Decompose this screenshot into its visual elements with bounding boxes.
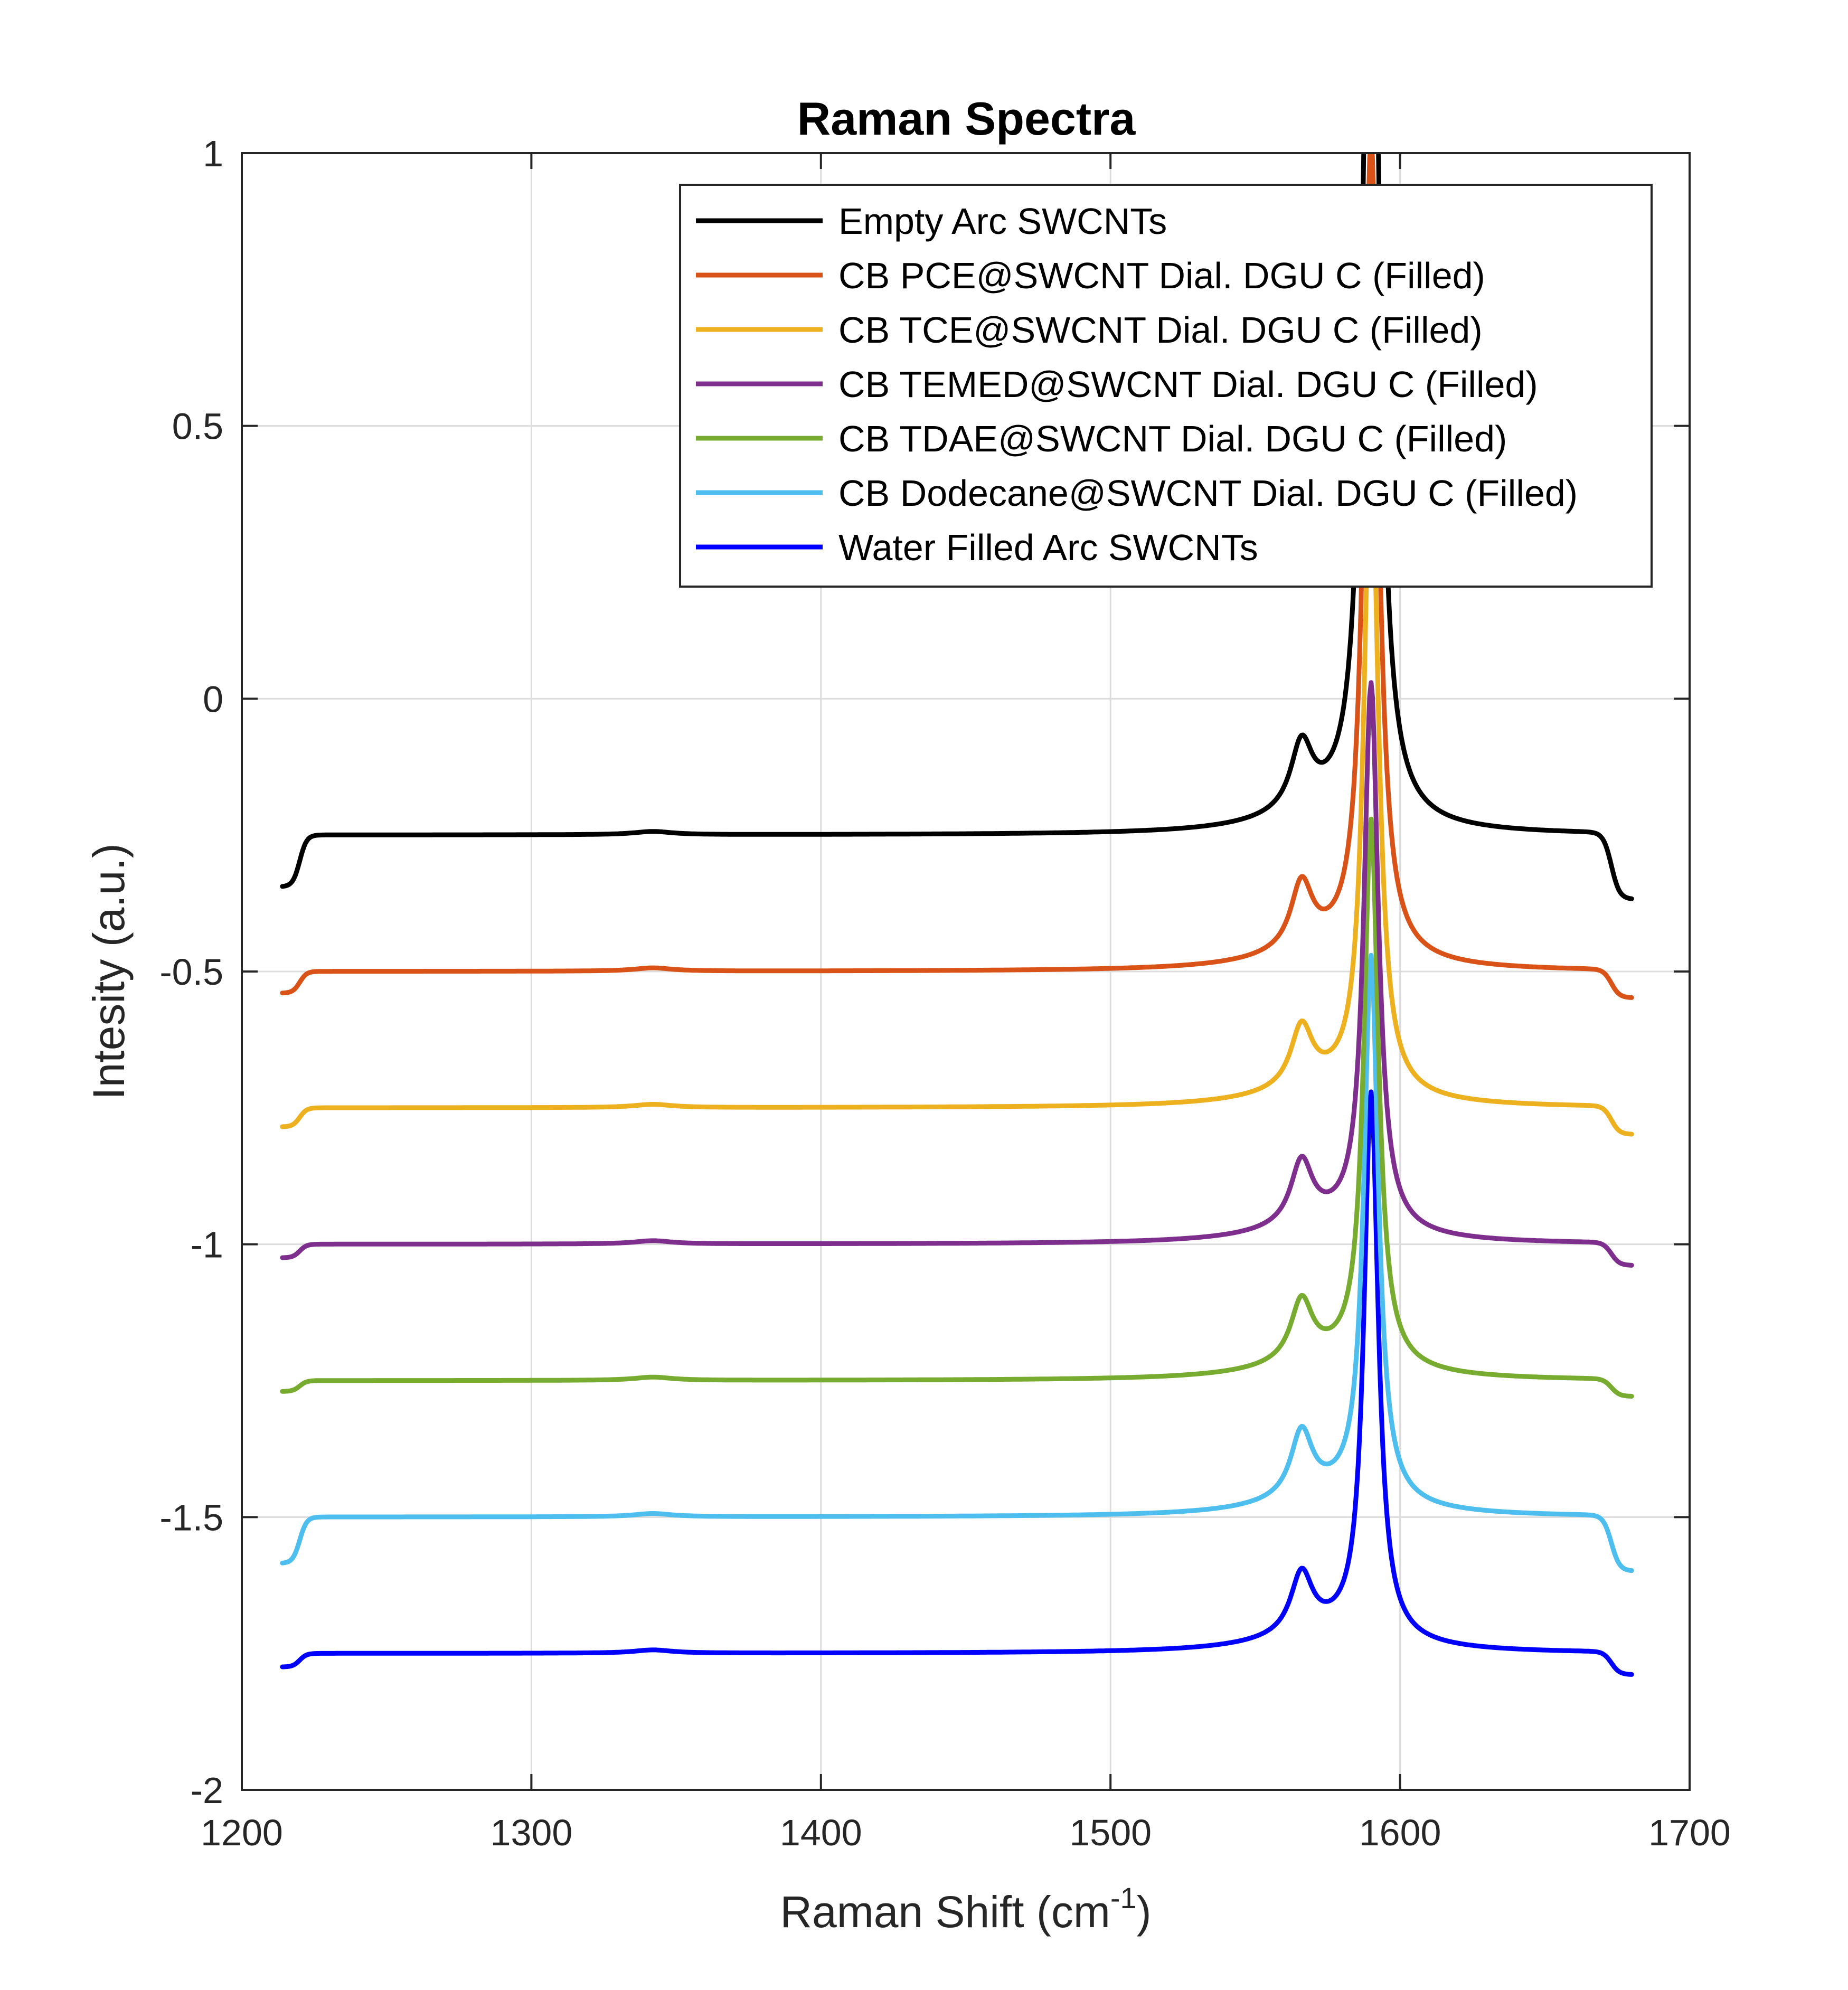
series-line [280, 153, 1634, 1000]
series-line [280, 952, 1634, 1573]
x-axis-label-main: Raman Shift (cm [780, 1887, 1110, 1937]
y-tick-label: 0 [203, 678, 223, 720]
x-tick-label: 1600 [1359, 1812, 1441, 1853]
legend-entry-label: CB Dodecane@SWCNT Dial. DGU C (Filled) [838, 473, 1578, 514]
x-axis-label: Raman Shift (cm-1) [780, 1881, 1151, 1937]
series-line [280, 153, 1634, 901]
x-tick-label: 1400 [780, 1812, 862, 1853]
tick-labels: 1200 1300 1400 1500 1600 1700 1 0.5 0 -0.5 -1 -1.5 -… [159, 133, 1730, 1853]
x-tick-label: 1500 [1069, 1812, 1152, 1853]
legend-entry-label: CB TEMED@SWCNT Dial. DGU C (Filled) [838, 364, 1538, 405]
series-line [280, 1089, 1634, 1677]
y-tick-label: -0.5 [159, 951, 223, 993]
y-tick-label: 1 [203, 133, 223, 174]
y-tick-label: -2 [191, 1770, 223, 1811]
legend-entry-label: CB PCE@SWCNT Dial. DGU C (Filled) [838, 255, 1485, 296]
y-axis-label: Intesity (a.u.) [84, 843, 134, 1100]
y-tick-label: -1 [191, 1224, 223, 1266]
series-group [280, 153, 1634, 1677]
ticks [241, 152, 1691, 1791]
legend-entry-label: Water Filled Arc SWCNTs [838, 527, 1258, 568]
legend-entry-label: Empty Arc SWCNTs [838, 201, 1167, 242]
y-tick-label: -1.5 [159, 1497, 223, 1538]
legend-entry-label: CB TCE@SWCNT Dial. DGU C (Filled) [838, 309, 1483, 351]
chart-title: Raman Spectra [797, 92, 1136, 145]
x-tick-label: 1700 [1648, 1812, 1731, 1853]
legend: Empty Arc SWCNTs CB PCE@SWCNT Dial. DGU C… [679, 184, 1653, 588]
x-axis-label-superscript: -1 [1110, 1881, 1137, 1914]
series-line [280, 435, 1634, 1137]
x-tick-label: 1200 [201, 1812, 283, 1853]
legend-entry-label: CB TDAE@SWCNT Dial. DGU C (Filled) [838, 418, 1507, 459]
series-line [280, 816, 1634, 1399]
x-axis-label-suffix: ) [1137, 1887, 1152, 1937]
series-line [280, 680, 1634, 1268]
y-tick-label: 0.5 [172, 406, 223, 447]
x-tick-label: 1300 [491, 1812, 573, 1853]
legend-box [679, 184, 1653, 588]
